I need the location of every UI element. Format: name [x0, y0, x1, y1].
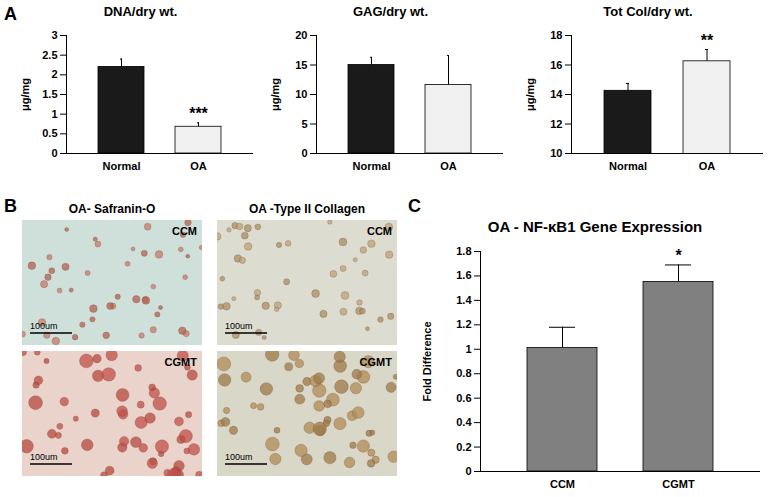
svg-text:100um: 100um — [225, 452, 253, 462]
svg-text:CGMT: CGMT — [662, 478, 695, 490]
svg-text:μg/mg: μg/mg — [19, 78, 31, 111]
svg-text:15: 15 — [295, 59, 307, 71]
svg-text:100um: 100um — [30, 452, 58, 462]
html-text:A: A — [4, 4, 17, 24]
svg-text:1: 1 — [51, 108, 57, 120]
svg-text:12: 12 — [550, 118, 562, 130]
svg-text:Normal: Normal — [609, 160, 647, 172]
svg-text:OA: OA — [699, 160, 716, 172]
svg-text:16: 16 — [550, 59, 562, 71]
svg-text:CCM: CCM — [172, 225, 197, 237]
svg-text:3: 3 — [51, 29, 57, 41]
html-text:Tot Col/dry wt.: Tot Col/dry wt. — [603, 4, 693, 19]
svg-text:2: 2 — [51, 68, 57, 80]
svg-text:18: 18 — [550, 29, 562, 41]
svg-text:μg/mg: μg/mg — [269, 78, 281, 111]
svg-text:μg/mg: μg/mg — [524, 78, 536, 111]
svg-text:1.2: 1.2 — [456, 318, 471, 330]
svg-text:5: 5 — [301, 118, 307, 130]
svg-text:20: 20 — [295, 29, 307, 41]
svg-text:*: * — [675, 247, 682, 264]
svg-text:CCM: CCM — [550, 478, 575, 490]
html-text:OA- Safranin-O: OA- Safranin-O — [68, 202, 156, 216]
svg-text:***: *** — [189, 105, 208, 122]
svg-text:CGMT: CGMT — [360, 356, 393, 368]
svg-text:CGMT: CGMT — [165, 356, 198, 368]
svg-text:1.4: 1.4 — [456, 294, 472, 306]
svg-text:1.5: 1.5 — [42, 88, 57, 100]
html-text:OA - NF-κB1 Gene Expression: OA - NF-κB1 Gene Expression — [487, 218, 703, 235]
svg-text:Normal: Normal — [353, 160, 391, 172]
svg-text:OA: OA — [440, 160, 457, 172]
svg-text:10: 10 — [550, 147, 562, 159]
html-text:DNA/dry wt.: DNA/dry wt. — [103, 4, 178, 19]
svg-text:0.4: 0.4 — [456, 416, 472, 428]
svg-text:100um: 100um — [30, 321, 58, 331]
html-text:C: C — [408, 196, 421, 216]
svg-text:0.6: 0.6 — [456, 392, 471, 404]
svg-text:0: 0 — [465, 465, 471, 477]
svg-text:CCM: CCM — [367, 225, 392, 237]
svg-text:1.8: 1.8 — [456, 245, 471, 257]
svg-text:**: ** — [701, 32, 714, 49]
html-text:OA -Type II Collagen: OA -Type II Collagen — [249, 202, 365, 216]
svg-text:1: 1 — [465, 343, 471, 355]
svg-text:0: 0 — [301, 147, 307, 159]
svg-text:0: 0 — [51, 147, 57, 159]
svg-text:0.5: 0.5 — [42, 127, 57, 139]
svg-text:14: 14 — [550, 88, 563, 100]
svg-text:100um: 100um — [225, 321, 253, 331]
svg-text:0.2: 0.2 — [456, 441, 471, 453]
svg-text:Normal: Normal — [103, 160, 141, 172]
html-text:B: B — [4, 196, 17, 216]
svg-text:OA: OA — [190, 160, 207, 172]
svg-text:2.5: 2.5 — [42, 49, 57, 61]
svg-text:0.8: 0.8 — [456, 367, 471, 379]
svg-text:10: 10 — [295, 88, 307, 100]
svg-text:Fold Difference: Fold Difference — [421, 321, 433, 401]
svg-text:1.6: 1.6 — [456, 269, 471, 281]
html-text:GAG/dry wt.: GAG/dry wt. — [352, 4, 429, 19]
